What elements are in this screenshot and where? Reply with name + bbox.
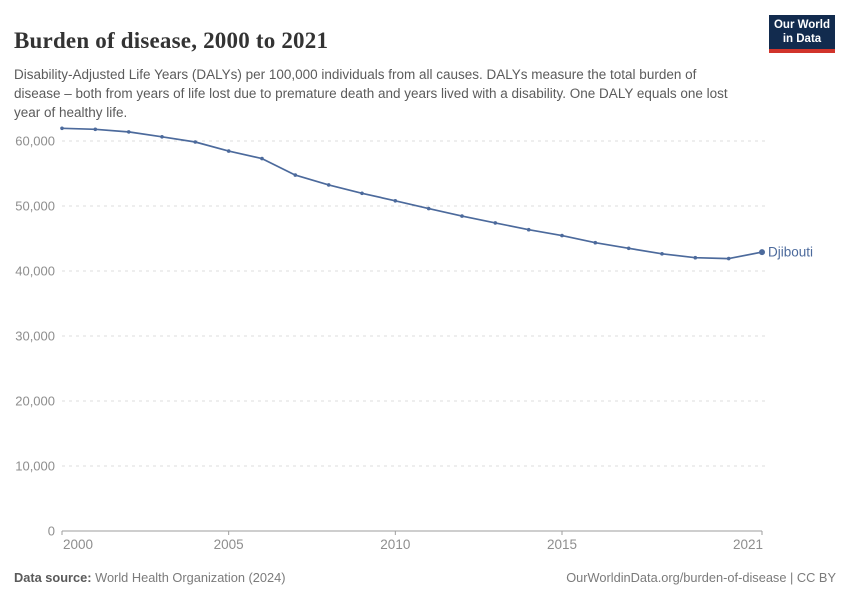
x-axis-tick-label: 2010 [380,537,410,552]
data-source: Data source: World Health Organization (… [14,570,286,585]
data-point-2014[interactable] [526,227,531,232]
data-point-2009[interactable] [360,191,364,196]
data-point-2005[interactable] [226,149,231,153]
chart-subtitle: Disability-Adjusted Life Years (DALYs) p… [14,66,728,120]
attribution-link[interactable]: OurWorldinData.org/burden-of-disease | C… [566,570,836,585]
data-point-2000[interactable] [60,126,64,131]
data-source-label: Data source: [14,570,92,585]
data-point-2007[interactable] [293,173,298,177]
data-point-2010[interactable] [393,199,398,203]
data-point-2001[interactable] [93,127,98,132]
page-title: Burden of disease, 2000 to 2021 [14,28,329,54]
owid-logo-line1: Our World [773,19,830,31]
y-axis-tick-label: 40,000 [15,264,55,279]
y-axis-tick-label: 0 [48,524,55,539]
data-point-2012[interactable] [460,214,464,218]
x-axis-tick-label: 2015 [547,537,577,552]
y-axis-tick-label: 50,000 [15,199,55,214]
x-axis-tick-label: 2000 [63,537,93,552]
data-point-2006[interactable] [260,156,264,161]
data-point-2003[interactable] [160,135,164,139]
data-point-2004[interactable] [193,140,198,144]
data-point-2002[interactable] [126,130,131,134]
x-axis-tick-label: 2005 [214,537,244,552]
data-point-2019[interactable] [693,255,698,260]
data-point-2020[interactable] [726,256,731,261]
chart-footer: Data source: World Health Organization (… [14,570,836,585]
data-point-2017[interactable] [626,246,631,251]
data-point-2015[interactable] [560,233,564,238]
series-label-djibouti[interactable]: Djibouti [768,245,813,260]
data-point-2021[interactable] [759,249,765,256]
data-point-2011[interactable] [426,206,431,211]
data-point-2008[interactable] [326,183,331,187]
x-axis-tick-label: 2021 [733,537,763,552]
data-point-2013[interactable] [493,221,498,225]
y-axis-tick-label: 30,000 [15,329,55,344]
owid-logo-line2: in Data [782,33,822,46]
data-point-2016[interactable] [593,240,598,245]
data-point-2018[interactable] [660,252,664,256]
owid-logo[interactable]: Our World in Data [769,15,835,53]
y-axis-tick-label: 10,000 [15,459,55,474]
y-axis-tick-label: 60,000 [15,134,55,149]
data-source-value: World Health Organization (2024) [95,570,286,585]
y-axis-tick-label: 20,000 [15,394,55,409]
series-line-djibouti[interactable] [61,127,763,260]
